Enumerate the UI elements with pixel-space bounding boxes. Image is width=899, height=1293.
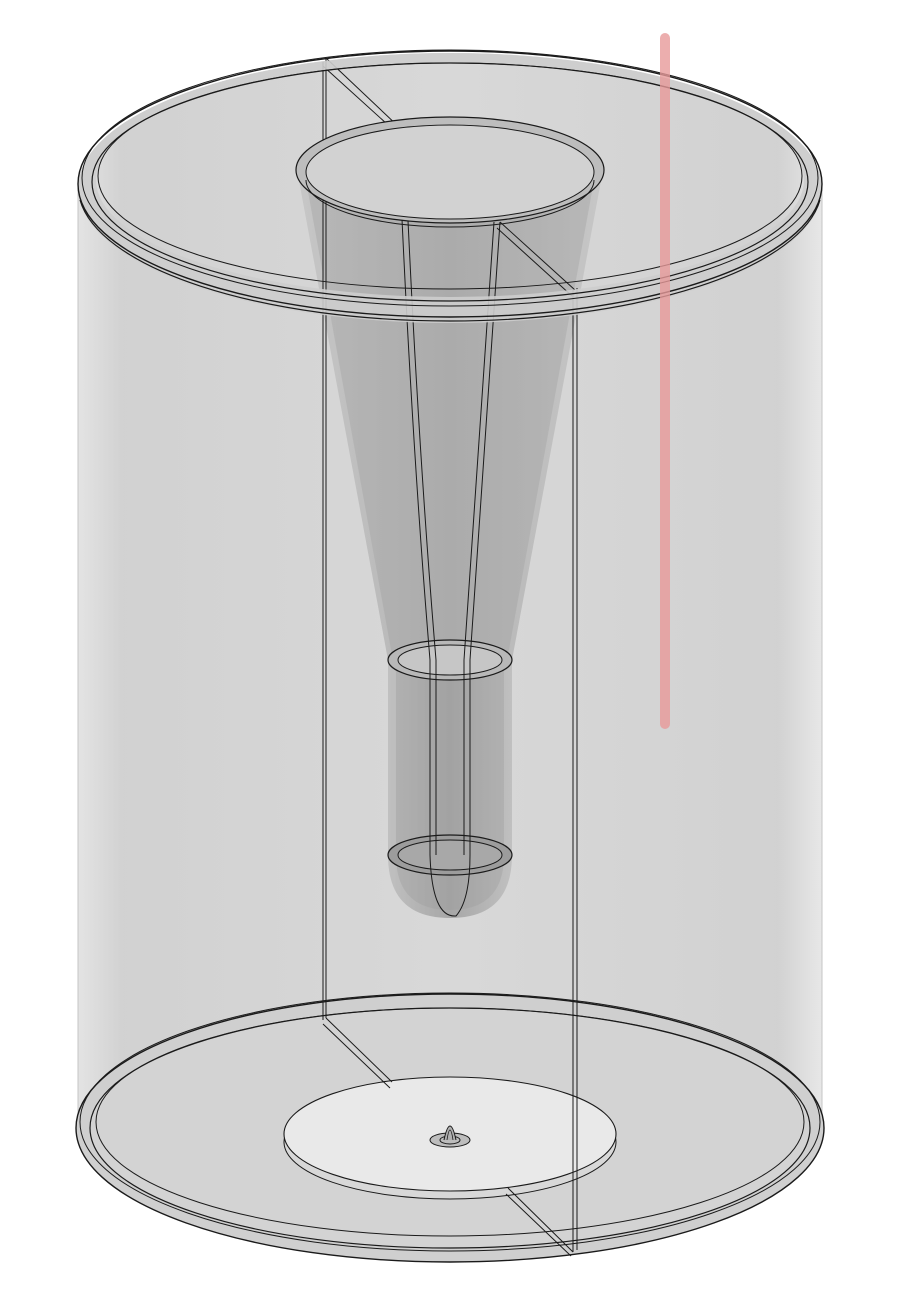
top-flange[interactable] [77, 49, 823, 323]
section-cut-lines [322, 57, 578, 1257]
tube-ring-lower[interactable] [387, 834, 513, 876]
bottom-center-feature[interactable] [429, 1125, 471, 1148]
tube-tip [429, 854, 471, 917]
tube-ring-upper[interactable] [387, 639, 513, 681]
narrow-tube[interactable] [388, 660, 512, 918]
top-opening[interactable] [295, 116, 605, 228]
